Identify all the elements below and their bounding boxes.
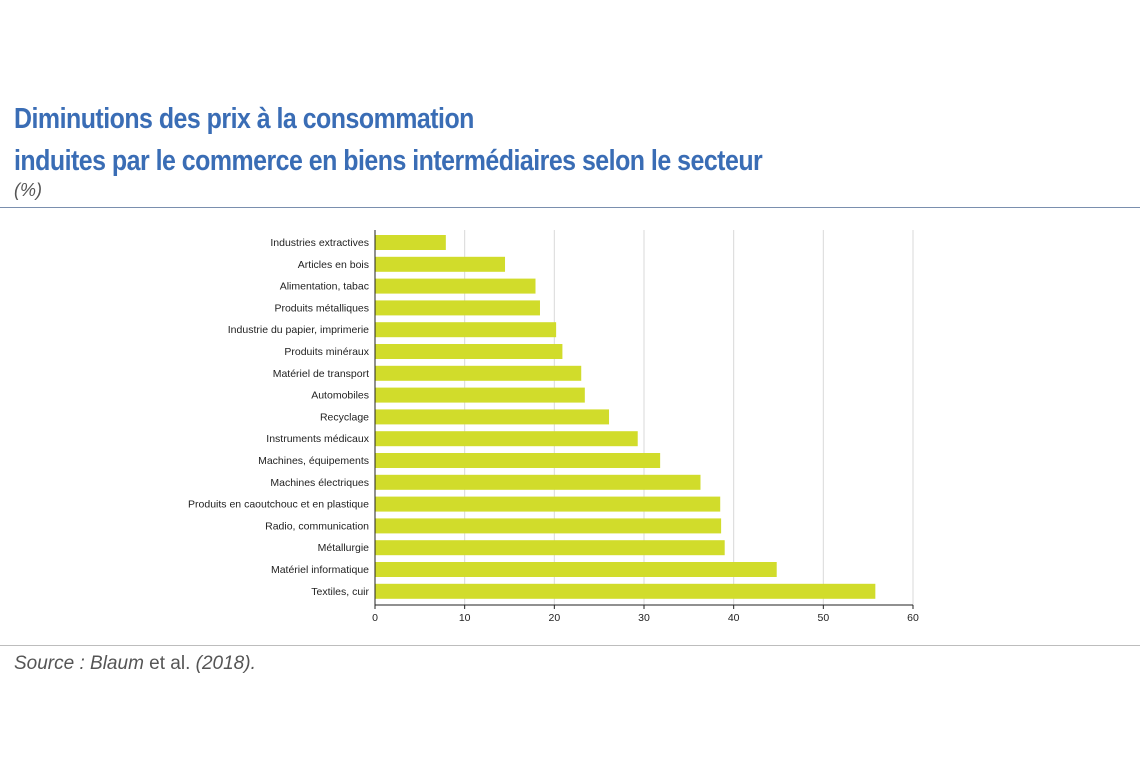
category-label: Produits métalliques bbox=[274, 302, 369, 314]
bar bbox=[375, 235, 446, 250]
category-label: Produits minéraux bbox=[284, 346, 369, 358]
bar bbox=[375, 474, 701, 490]
category-label: Machines, équipements bbox=[258, 455, 369, 467]
category-label: Textiles, cuir bbox=[311, 586, 369, 598]
source-prefix: Source : Blaum bbox=[14, 653, 144, 674]
category-label: Matériel de transport bbox=[273, 368, 369, 380]
category-label: Industries extractives bbox=[270, 237, 369, 249]
bar bbox=[375, 365, 582, 381]
bar bbox=[375, 278, 536, 294]
source-etal: et al. bbox=[143, 653, 196, 674]
category-label: Industrie du papier, imprimerie bbox=[228, 324, 369, 336]
bar bbox=[375, 431, 638, 447]
bar bbox=[375, 256, 506, 272]
x-tick-label: 0 bbox=[372, 612, 378, 624]
bar bbox=[375, 322, 557, 338]
bar bbox=[375, 496, 721, 512]
category-label: Instruments médicaux bbox=[266, 433, 369, 445]
category-label: Recyclage bbox=[320, 411, 369, 423]
category-label: Métallurgie bbox=[318, 542, 370, 554]
bar bbox=[375, 518, 722, 534]
category-label: Machines électriques bbox=[270, 477, 369, 489]
category-label: Alimentation, tabac bbox=[280, 281, 369, 293]
bar bbox=[375, 583, 876, 599]
chart-title: Diminutions des prix à la consommation i… bbox=[14, 98, 884, 182]
chart-title-line-1: Diminutions des prix à la consommation bbox=[14, 103, 474, 135]
x-tick-label: 60 bbox=[907, 612, 919, 624]
chart-title-line-2: induites par le commerce en biens interm… bbox=[14, 145, 763, 177]
x-tick-label: 30 bbox=[638, 612, 650, 624]
x-tick-label: 20 bbox=[548, 612, 560, 624]
bar bbox=[375, 562, 777, 577]
bar bbox=[375, 387, 585, 403]
bar bbox=[375, 540, 725, 556]
category-label: Radio, communication bbox=[265, 520, 369, 532]
x-tick-label: 50 bbox=[817, 612, 829, 624]
category-label: Articles en bois bbox=[298, 259, 369, 271]
category-label: Automobiles bbox=[311, 390, 369, 402]
bar bbox=[375, 344, 563, 359]
x-tick-label: 40 bbox=[728, 612, 740, 624]
bar bbox=[375, 409, 610, 425]
bar bbox=[375, 300, 540, 316]
header-divider bbox=[0, 207, 1140, 208]
category-label: Matériel informatique bbox=[271, 564, 369, 576]
x-tick-label: 10 bbox=[459, 612, 471, 624]
source-note: Source : Blaum et al. (2018). bbox=[14, 653, 256, 675]
category-label: Produits en caoutchouc et en plastique bbox=[188, 499, 369, 511]
source-year: (2018). bbox=[195, 653, 256, 674]
chart-unit: (%) bbox=[14, 180, 42, 200]
bar bbox=[375, 453, 661, 468]
footer-divider bbox=[0, 645, 1140, 646]
